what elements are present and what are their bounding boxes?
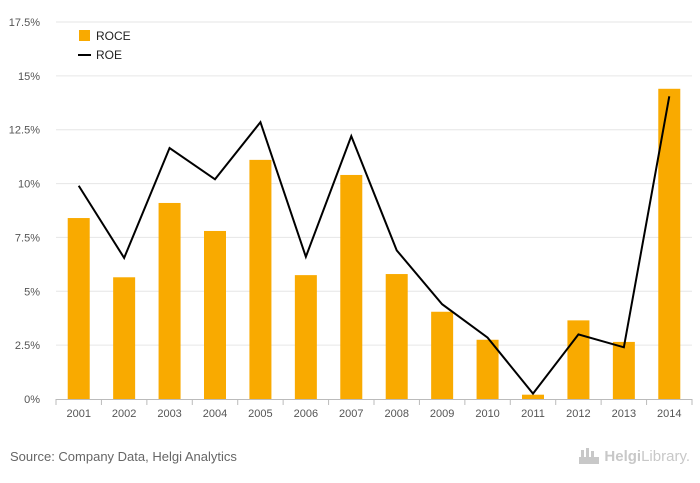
legend: ROCE ROE — [78, 29, 131, 62]
roce-bar — [658, 88, 681, 399]
x-tick-label: 2005 — [248, 408, 272, 420]
axes: 0% 2.5% 5% 7.5% 10% 12.5% 15% 17.5% 2001 2002 2003… — [9, 17, 693, 420]
x-tick-label: 2007 — [339, 408, 363, 420]
bars — [67, 88, 681, 399]
x-tick-label: 2003 — [157, 408, 181, 420]
y-tick-label: 17.5% — [9, 17, 40, 29]
y-tick-label: 7.5% — [15, 232, 40, 244]
x-tick-label: 2001 — [66, 408, 90, 420]
roce-bar — [340, 174, 363, 399]
roce-bar — [113, 277, 136, 399]
legend-roe-label: ROE — [96, 48, 122, 62]
roce-bar — [67, 218, 90, 399]
roce-bar — [612, 341, 635, 399]
roce-bar — [204, 230, 226, 399]
roce-bar — [158, 202, 181, 399]
brand-text: HelgiLibrary. — [604, 447, 690, 465]
source-note: Source: Company Data, Helgi Analytics — [10, 449, 237, 464]
roce-bar — [431, 311, 454, 399]
grid — [56, 21, 692, 346]
y-tick-label: 0% — [24, 394, 40, 406]
roce-bar — [522, 394, 544, 399]
roce-bar — [294, 275, 317, 399]
x-tick-label: 2008 — [384, 408, 408, 420]
helgi-library-logo[interactable]: HelgiLibrary. — [578, 447, 690, 465]
roce-bar — [385, 274, 408, 399]
x-tick-label: 2010 — [475, 408, 499, 420]
y-tick-label: 5% — [24, 286, 40, 298]
roce-bar — [476, 339, 499, 399]
y-tick-label: 10% — [18, 179, 40, 191]
legend-roce-swatch — [79, 30, 90, 41]
library-icon — [579, 448, 600, 464]
x-tick-label: 2011 — [521, 408, 545, 420]
roce-bar — [249, 159, 272, 399]
roe-line-group — [77, 96, 671, 396]
y-tick-label: 15% — [18, 71, 40, 83]
x-tick-label: 2006 — [294, 408, 318, 420]
roe-line — [77, 96, 671, 396]
y-tick-label: 12.5% — [9, 125, 40, 137]
x-tick-label: 2004 — [203, 408, 227, 420]
x-tick-label: 2002 — [112, 408, 136, 420]
x-tick-label: 2012 — [566, 408, 590, 420]
x-tick-label: 2013 — [612, 408, 636, 420]
legend-roce-label: ROCE — [96, 29, 131, 43]
roce-bar — [567, 320, 590, 399]
x-tick-label: 2014 — [657, 408, 681, 420]
y-tick-label: 2.5% — [15, 340, 40, 352]
x-tick-label: 2009 — [430, 408, 454, 420]
